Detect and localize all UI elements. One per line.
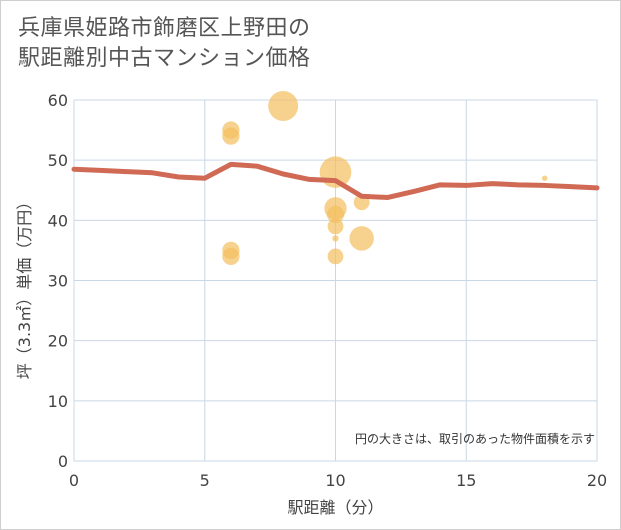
size-legend-note: 円の大きさは、取引のあった物件面積を示す (355, 431, 595, 446)
chart-title: 兵庫県姫路市飾磨区上野田の 駅距離別中古マンション価格 (18, 14, 311, 74)
bubble-series (222, 91, 548, 266)
plot-area-border (73, 99, 598, 462)
trend-line (71, 161, 600, 200)
y-tick-label: 0 (58, 452, 68, 471)
gridlines (73, 99, 598, 462)
bubble-point (222, 247, 240, 266)
bubble-point (541, 175, 548, 181)
bubble-point (332, 235, 339, 242)
bubble-point (349, 226, 374, 251)
x-tick-label: 10 (325, 471, 345, 490)
x-axis-ticks: 0 5 10 15 20 (69, 471, 607, 490)
bubble-point (326, 205, 345, 223)
bubble-point (268, 91, 299, 122)
y-tick-label: 20 (48, 332, 68, 351)
bubble-point (327, 248, 344, 265)
y-axis-label: 坪（3.3㎡）単価（万円） (15, 194, 34, 379)
y-tick-label: 50 (48, 151, 68, 170)
y-axis-ticks: 0 10 20 30 40 50 60 (48, 91, 68, 471)
bubble-point (222, 127, 240, 145)
x-tick-label: 20 (587, 471, 607, 490)
y-tick-label: 10 (48, 392, 68, 411)
x-axis-label: 駅距離（分） (287, 498, 383, 517)
x-tick-label: 15 (456, 471, 476, 490)
x-tick-label: 0 (69, 471, 79, 490)
y-tick-label: 40 (48, 211, 68, 230)
bubble-point (327, 218, 344, 235)
title-line-1: 兵庫県姫路市飾磨区上野田の (18, 16, 311, 41)
x-tick-label: 5 (200, 471, 210, 490)
title-line-2: 駅距離別中古マンション価格 (18, 46, 311, 71)
y-tick-label: 60 (48, 91, 68, 110)
y-tick-label: 30 (48, 272, 68, 291)
trend-series (71, 161, 600, 200)
